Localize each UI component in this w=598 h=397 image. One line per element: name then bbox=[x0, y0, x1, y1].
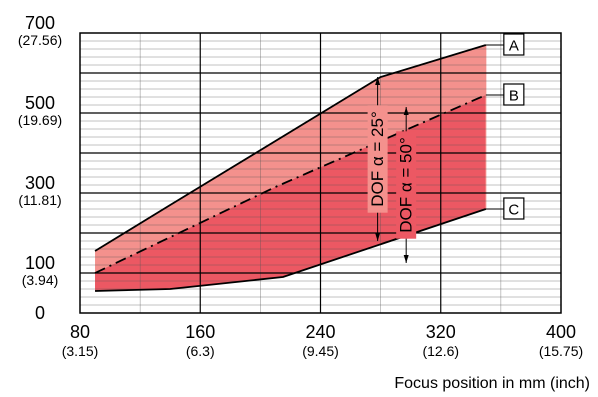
x-tick-label: 80 bbox=[70, 322, 90, 342]
y-tick-sublabel: (11.81) bbox=[18, 192, 61, 208]
y-tick-label: 700 bbox=[25, 13, 55, 33]
x-axis-label: Focus position in mm (inch) bbox=[394, 375, 590, 392]
series-line-a bbox=[94, 44, 487, 252]
series-line-c bbox=[95, 208, 487, 292]
grid-layer bbox=[79, 32, 562, 314]
series-label-box bbox=[503, 33, 525, 56]
y-tick-sublabel: (19.69) bbox=[18, 112, 62, 128]
x-tick-sublabel: (9.45) bbox=[302, 343, 339, 359]
dof-label-mask bbox=[396, 131, 417, 239]
y-tick-sublabel: (3.94) bbox=[22, 272, 59, 288]
x-tick-sublabel: (15.75) bbox=[539, 343, 583, 359]
x-tick-label: 400 bbox=[546, 322, 576, 342]
y-tick-label: 100 bbox=[25, 253, 55, 273]
dof-arrowhead bbox=[403, 255, 409, 263]
dof-label: DOF α = 25° bbox=[368, 111, 387, 207]
x-tick-sublabel: (6.3) bbox=[186, 343, 215, 359]
series-label-b: B bbox=[509, 88, 519, 105]
dof-label-mask bbox=[367, 105, 388, 213]
series-label-a: A bbox=[509, 38, 519, 55]
plot-frame bbox=[79, 32, 562, 314]
annotation-layer: DOF α = 25° DOF α = 50° bbox=[367, 77, 417, 263]
x-tick-label: 240 bbox=[305, 322, 335, 342]
x-tick-label: 160 bbox=[185, 322, 215, 342]
dof-arrowhead bbox=[375, 77, 381, 85]
text-layer: 0 100(3.94) 300(11.81) 500(19.69) 700(27.56)… bbox=[18, 13, 590, 392]
dof-label: DOF α = 50° bbox=[397, 137, 416, 233]
dof-arrowhead bbox=[403, 107, 409, 115]
series-line-b bbox=[94, 94, 487, 274]
y-tick-sublabel: (27.56) bbox=[18, 32, 62, 48]
x-tick-label: 320 bbox=[426, 322, 456, 342]
series-layer: A B C bbox=[94, 33, 525, 292]
series-label-c: C bbox=[508, 202, 519, 219]
series-label-box bbox=[503, 83, 525, 106]
y-tick-label: 0 bbox=[35, 303, 45, 323]
x-tick-sublabel: (3.15) bbox=[62, 343, 99, 359]
fill-layer bbox=[95, 45, 487, 291]
y-tick-label: 300 bbox=[25, 173, 55, 193]
dof-arrowhead bbox=[375, 233, 381, 241]
y-tick-label: 500 bbox=[25, 93, 55, 113]
x-tick-sublabel: (12.6) bbox=[422, 343, 459, 359]
series-label-box bbox=[503, 197, 525, 220]
